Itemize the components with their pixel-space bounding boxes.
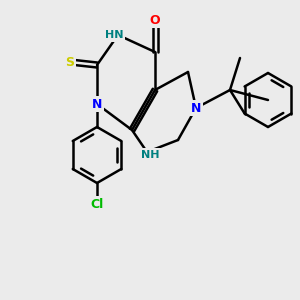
Text: N: N [92, 98, 102, 110]
Text: S: S [65, 56, 74, 68]
Text: HN: HN [105, 30, 123, 40]
Text: O: O [150, 14, 160, 26]
Text: NH: NH [141, 150, 159, 160]
Text: Cl: Cl [90, 197, 104, 211]
Text: N: N [191, 101, 201, 115]
